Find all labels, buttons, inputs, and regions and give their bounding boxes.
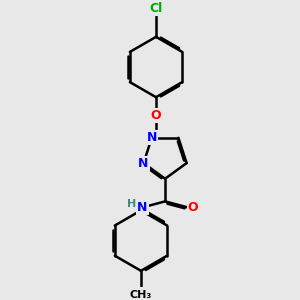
Text: N: N: [147, 131, 157, 144]
Text: H: H: [127, 200, 136, 209]
Text: N: N: [137, 201, 148, 214]
Text: O: O: [188, 201, 199, 214]
Text: Cl: Cl: [149, 2, 163, 15]
Text: N: N: [138, 157, 149, 169]
Text: CH₃: CH₃: [130, 290, 152, 300]
Text: O: O: [151, 109, 161, 122]
